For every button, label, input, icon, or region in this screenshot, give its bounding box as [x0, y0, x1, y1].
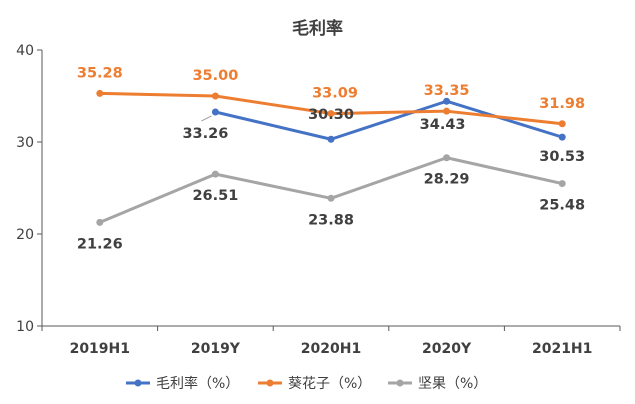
x-tick-label: 2019H1	[70, 341, 130, 357]
data-label: 33.26	[182, 126, 228, 142]
legend: 毛利率（%） 葵花子（%） 坚果（%）	[126, 375, 487, 392]
series-line-0	[215, 99, 563, 141]
data-label: 21.26	[77, 236, 123, 252]
data-label: 34.43	[420, 117, 466, 133]
data-point	[96, 218, 104, 226]
x-tick-label: 2020Y	[422, 341, 472, 357]
y-tick-label: 30	[16, 135, 34, 151]
data-point	[443, 154, 451, 162]
data-label: 35.28	[77, 65, 123, 81]
data-point	[211, 170, 219, 178]
legend-entry: 坚果（%）	[418, 376, 487, 392]
chart-title: 毛利率	[292, 19, 343, 39]
data-label: 23.88	[308, 212, 354, 228]
series-points	[96, 89, 566, 226]
data-label: 30.53	[539, 149, 585, 165]
data-label: 25.48	[539, 198, 585, 214]
data-point	[327, 110, 335, 118]
legend-entry: 毛利率（%）	[156, 375, 239, 392]
data-point	[327, 194, 335, 202]
x-tick-label: 2021H1	[532, 341, 592, 357]
y-tick-label: 10	[16, 319, 34, 335]
data-point	[211, 108, 219, 116]
data-point	[443, 97, 451, 105]
data-label: 33.35	[424, 83, 470, 99]
y-tick-label: 20	[16, 227, 34, 243]
data-label: 33.09	[312, 86, 358, 102]
legend-swatch-dot	[266, 379, 274, 387]
data-label: 30.30	[308, 107, 354, 123]
data-point	[96, 89, 104, 97]
x-tick-label: 2019Y	[191, 341, 241, 357]
data-point	[443, 107, 451, 115]
x-tick-label: 2020H1	[301, 341, 361, 357]
data-point	[558, 180, 566, 188]
data-label: 28.29	[424, 172, 470, 188]
legend-swatch-dot	[134, 379, 142, 387]
data-point	[327, 135, 335, 143]
legend-entry: 葵花子（%）	[288, 376, 371, 392]
label-leader-line	[201, 115, 212, 122]
axes: 10 20 30 40 2019H1 2019Y 2020H1 2020Y 2021H1	[16, 43, 621, 357]
legend-swatch-dot	[396, 379, 404, 387]
data-label: 26.51	[192, 188, 238, 204]
y-tick-label: 40	[16, 43, 34, 59]
data-point	[558, 120, 566, 128]
data-label: 31.98	[539, 96, 585, 112]
data-point	[558, 133, 566, 141]
data-point	[211, 92, 219, 100]
data-labels: 33.26 30.30 34.43 30.53 35.28 35.00 33.09 33.35…	[77, 65, 585, 252]
data-label: 35.00	[192, 68, 238, 84]
